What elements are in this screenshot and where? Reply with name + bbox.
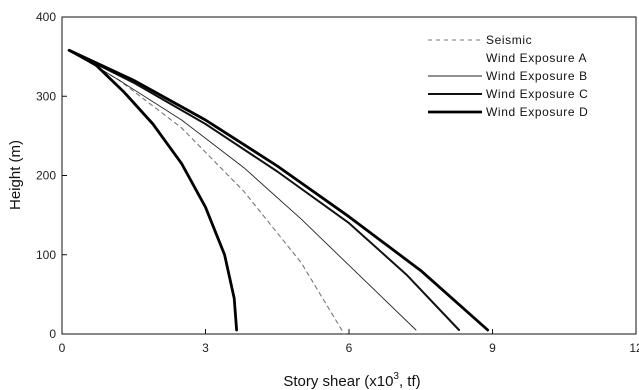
x-axis-title-superscript: 3 (393, 371, 399, 382)
axis-ticks: 0 3 6 9 12 0 100 200 300 400 (36, 10, 639, 355)
x-tick-label: 9 (489, 341, 496, 355)
legend-label: Wind Exposure D (486, 105, 588, 119)
y-tick-label: 400 (36, 10, 56, 24)
legend-label: Seismic (486, 33, 532, 47)
series-line-2 (68, 49, 417, 331)
x-tick-label: 3 (202, 341, 209, 355)
series-line-5 (67, 48, 238, 332)
series-layer (67, 48, 490, 335)
x-tick-label: 6 (346, 341, 353, 355)
y-tick-label: 100 (36, 248, 56, 262)
series-line-0 (68, 49, 345, 335)
legend-label: Wind Exposure B (486, 69, 588, 83)
legend-label: Wind Exposure C (486, 87, 588, 101)
x-axis-title-main: Story shear (x10 (283, 373, 393, 390)
x-tick-label: 0 (59, 341, 66, 355)
legend: Seismic Wind Exposure A Wind Exposure B Win… (428, 33, 588, 119)
series-line-4 (67, 48, 490, 332)
x-axis-title-suffix: , tf) (399, 373, 421, 390)
y-axis-title: Height (m) (7, 140, 24, 210)
x-tick-label: 12 (629, 341, 639, 355)
y-tick-label: 0 (49, 327, 56, 341)
x-axis-title: Story shear (x103, tf) (283, 371, 420, 390)
series-line-3 (68, 49, 460, 331)
y-tick-label: 200 (36, 169, 56, 183)
y-tick-label: 300 (36, 89, 56, 103)
legend-label: Wind Exposure A (486, 51, 587, 65)
